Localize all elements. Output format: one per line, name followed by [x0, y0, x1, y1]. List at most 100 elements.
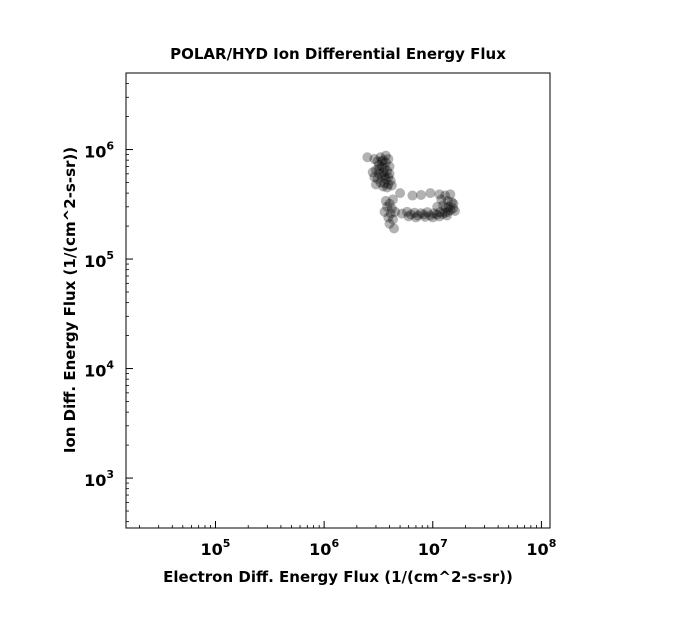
scatter-point	[412, 210, 423, 221]
scatter-point	[442, 206, 453, 217]
scatter-point	[409, 207, 420, 218]
scatter-point	[386, 203, 397, 214]
scatter-point	[369, 153, 380, 164]
scatter-point	[380, 150, 391, 161]
scatter-point	[386, 180, 397, 191]
y-major-ticks	[126, 149, 133, 479]
y-axis-label: Ion Diff. Energy Flux (1/(cm^2-s-sr))	[61, 147, 79, 453]
scatter-point	[376, 161, 387, 172]
scatter-point	[369, 172, 380, 183]
x-tick-label: 105	[201, 537, 231, 559]
scatter-point	[380, 195, 391, 206]
scatter-points	[362, 150, 460, 234]
scatter-point	[379, 170, 390, 181]
scatter-point	[372, 156, 383, 167]
scatter-point	[428, 208, 439, 219]
scatter-point	[418, 209, 429, 220]
y-tick-label: 105	[84, 249, 114, 271]
scatter-point	[445, 189, 456, 200]
y-minor-ticks	[126, 83, 129, 523]
scatter-point	[436, 194, 447, 205]
scatter-point	[407, 190, 418, 201]
scatter-point	[446, 197, 457, 208]
scatter-point	[420, 211, 431, 222]
scatter-point	[379, 206, 390, 217]
scatter-point	[434, 189, 445, 200]
scatter-point	[376, 172, 387, 183]
y-tick-label: 103	[84, 468, 114, 490]
scatter-point	[441, 210, 452, 221]
x-tick-label: 108	[526, 537, 556, 559]
scatter-point	[416, 208, 427, 219]
scatter-point	[402, 206, 413, 217]
scatter-point	[432, 201, 443, 212]
x-major-ticks	[215, 521, 542, 528]
scatter-point	[427, 212, 438, 223]
scatter-point	[434, 207, 445, 218]
scatter-point	[431, 209, 442, 220]
scatter-point	[383, 212, 394, 223]
scatter-point	[382, 165, 393, 176]
scatter-point	[376, 156, 387, 167]
scatter-point	[367, 167, 378, 178]
x-minor-ticks	[139, 525, 537, 528]
scatter-point	[384, 168, 395, 179]
scatter-point	[380, 157, 391, 168]
x-tick-label: 107	[418, 537, 448, 559]
scatter-point	[440, 202, 451, 213]
scatter-point	[449, 205, 460, 216]
chart-title: POLAR/HYD Ion Differential Energy Flux	[170, 45, 506, 63]
scatter-point	[370, 179, 381, 190]
scatter-point	[382, 182, 393, 193]
scatter-point	[442, 195, 453, 206]
scatter-point	[387, 214, 398, 225]
scatter-point	[403, 211, 414, 222]
scatter-point	[389, 223, 400, 234]
scatter-point	[437, 208, 448, 219]
scatter-point	[378, 167, 389, 178]
scatter-point	[379, 178, 390, 189]
scatter-point	[395, 188, 406, 199]
scatter-point	[405, 209, 416, 220]
scatter-point	[380, 173, 391, 184]
y-tick-label: 104	[84, 359, 114, 381]
scatter-point	[410, 212, 421, 223]
scatter-point	[383, 172, 394, 183]
scatter-point	[378, 155, 389, 166]
scatter-point	[448, 198, 459, 209]
scatter-point	[385, 208, 396, 219]
scatter-point	[440, 207, 451, 218]
scatter-point	[438, 200, 449, 211]
scatter-point	[374, 164, 385, 175]
scatter-point	[384, 161, 395, 172]
scatter-point	[396, 208, 407, 219]
y-tick-label: 106	[84, 140, 114, 162]
scatter-point	[362, 152, 373, 163]
scatter-point	[425, 210, 436, 221]
scatter-point	[385, 175, 396, 186]
x-tick-labels: 105 106 107 108	[201, 537, 557, 559]
scatter-point	[440, 190, 451, 201]
scatter-point	[443, 201, 454, 212]
scatter-point	[375, 152, 386, 163]
scatter-point	[390, 206, 401, 217]
scatter-point	[384, 198, 395, 209]
scatter-point	[374, 160, 385, 171]
scatter-point	[384, 218, 395, 229]
x-tick-label: 106	[309, 537, 339, 559]
scatter-point	[383, 153, 394, 164]
scatter-point	[375, 177, 386, 188]
scatter-point	[448, 203, 459, 214]
scatter-point	[378, 181, 389, 192]
scatter-point	[425, 188, 436, 199]
scatter-point	[382, 201, 393, 212]
scatter-point	[422, 207, 433, 218]
plot-frame	[125, 72, 551, 529]
scatter-point	[387, 194, 398, 205]
scatter-point	[372, 173, 383, 184]
x-axis-label: Electron Diff. Energy Flux (1/(cm^2-s-sr…	[163, 568, 513, 586]
scatter-point	[379, 162, 390, 173]
scatter-point	[416, 189, 427, 200]
scatter-point	[445, 205, 456, 216]
